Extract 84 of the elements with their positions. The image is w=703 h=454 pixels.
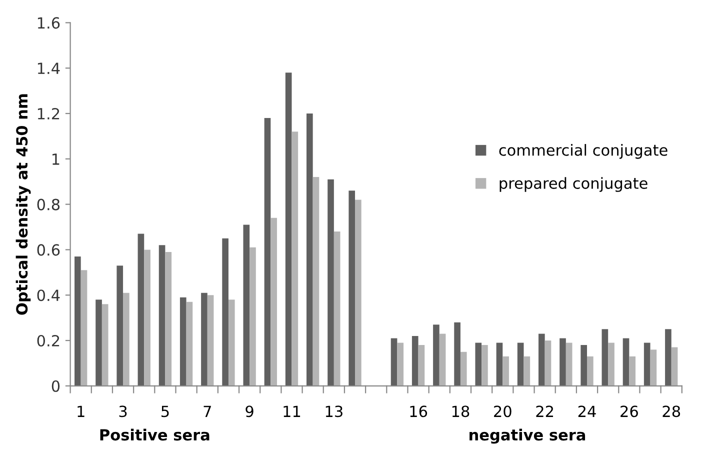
x-tick-label: 1: [78, 406, 84, 417]
bar: [650, 350, 657, 386]
bar: [222, 238, 228, 386]
bar: [517, 342, 524, 386]
bar: [207, 295, 214, 386]
bar: [138, 234, 144, 386]
bar: [144, 250, 150, 386]
y-tick-label: 0.8: [37, 198, 60, 210]
bar: [629, 356, 636, 386]
x-tick-label: 16: [410, 406, 428, 418]
bar: [250, 247, 256, 386]
y-tick-label: 0.4: [37, 290, 60, 302]
x-tick-label: 26: [620, 406, 638, 418]
legend-label: commercial conjugate: [499, 144, 668, 159]
bar: [475, 342, 482, 386]
bar: [502, 356, 509, 386]
bar: [285, 72, 292, 386]
x-tick-label: 20: [494, 406, 512, 418]
bar: [580, 345, 588, 386]
bar: [397, 342, 404, 386]
bar: [328, 179, 334, 386]
bar: [418, 345, 425, 386]
bar: [460, 352, 467, 386]
bar: [306, 114, 313, 386]
bar: [496, 342, 503, 386]
bar: [201, 292, 208, 386]
bar: [102, 304, 108, 386]
bar: [355, 200, 362, 386]
bar: [482, 345, 488, 386]
bar: [348, 190, 356, 386]
x-tick-label: 9: [246, 406, 254, 418]
bar: [228, 300, 235, 386]
y-axis-title: Optical density at 450 nm: [16, 94, 31, 315]
bar: [622, 338, 630, 386]
y-tick-label: 1.6: [38, 17, 60, 29]
bar: [158, 245, 166, 386]
legend-label: prepared conjugate: [500, 177, 648, 192]
y-tick-label: 0: [52, 380, 60, 392]
bar: [80, 270, 88, 386]
bar: [390, 338, 398, 386]
x-tick-label: 18: [452, 406, 470, 418]
text: negative sera: [470, 428, 586, 444]
y-tick-label: 1.4: [38, 62, 60, 74]
bar: [439, 334, 446, 386]
bar: [644, 342, 650, 386]
y-tick-label: 0.2: [37, 334, 60, 347]
bar: [243, 224, 250, 386]
bar: [312, 177, 320, 386]
bar: [186, 302, 193, 386]
bar: [608, 342, 614, 386]
bar: [116, 266, 124, 386]
bar: [123, 292, 130, 386]
bar: [524, 356, 530, 386]
bar: [180, 297, 186, 386]
bar: [264, 118, 271, 386]
bar: [587, 356, 594, 386]
bar: [165, 252, 172, 386]
bar: [454, 322, 460, 386]
bar: [270, 218, 277, 386]
bar: [665, 329, 672, 386]
y-tick-label: 1.2: [38, 108, 60, 120]
bar: [292, 132, 298, 386]
text: Positive sera: [100, 428, 210, 441]
x-tick-label: 11: [284, 406, 300, 417]
bar: [96, 300, 102, 386]
bar: [560, 338, 566, 386]
x-tick-label: 5: [162, 406, 169, 418]
y-tick-label: 0.6: [37, 244, 60, 256]
x-tick-label: 7: [204, 406, 211, 417]
bar: [74, 256, 81, 386]
x-tick-label: 13: [326, 406, 342, 418]
x-tick-label: 24: [578, 406, 596, 417]
bar: [671, 347, 678, 386]
bar: [566, 342, 572, 386]
bar: [602, 329, 608, 386]
bar: [544, 340, 552, 386]
bar: [433, 324, 440, 386]
x-tick-label: 28: [662, 406, 680, 418]
y-tick-label: 1: [52, 154, 60, 165]
bar: [412, 336, 418, 386]
bar: [538, 334, 545, 386]
x-tick-label: 3: [119, 406, 127, 418]
x-tick-label: 22: [536, 406, 554, 417]
bar: [334, 232, 340, 386]
